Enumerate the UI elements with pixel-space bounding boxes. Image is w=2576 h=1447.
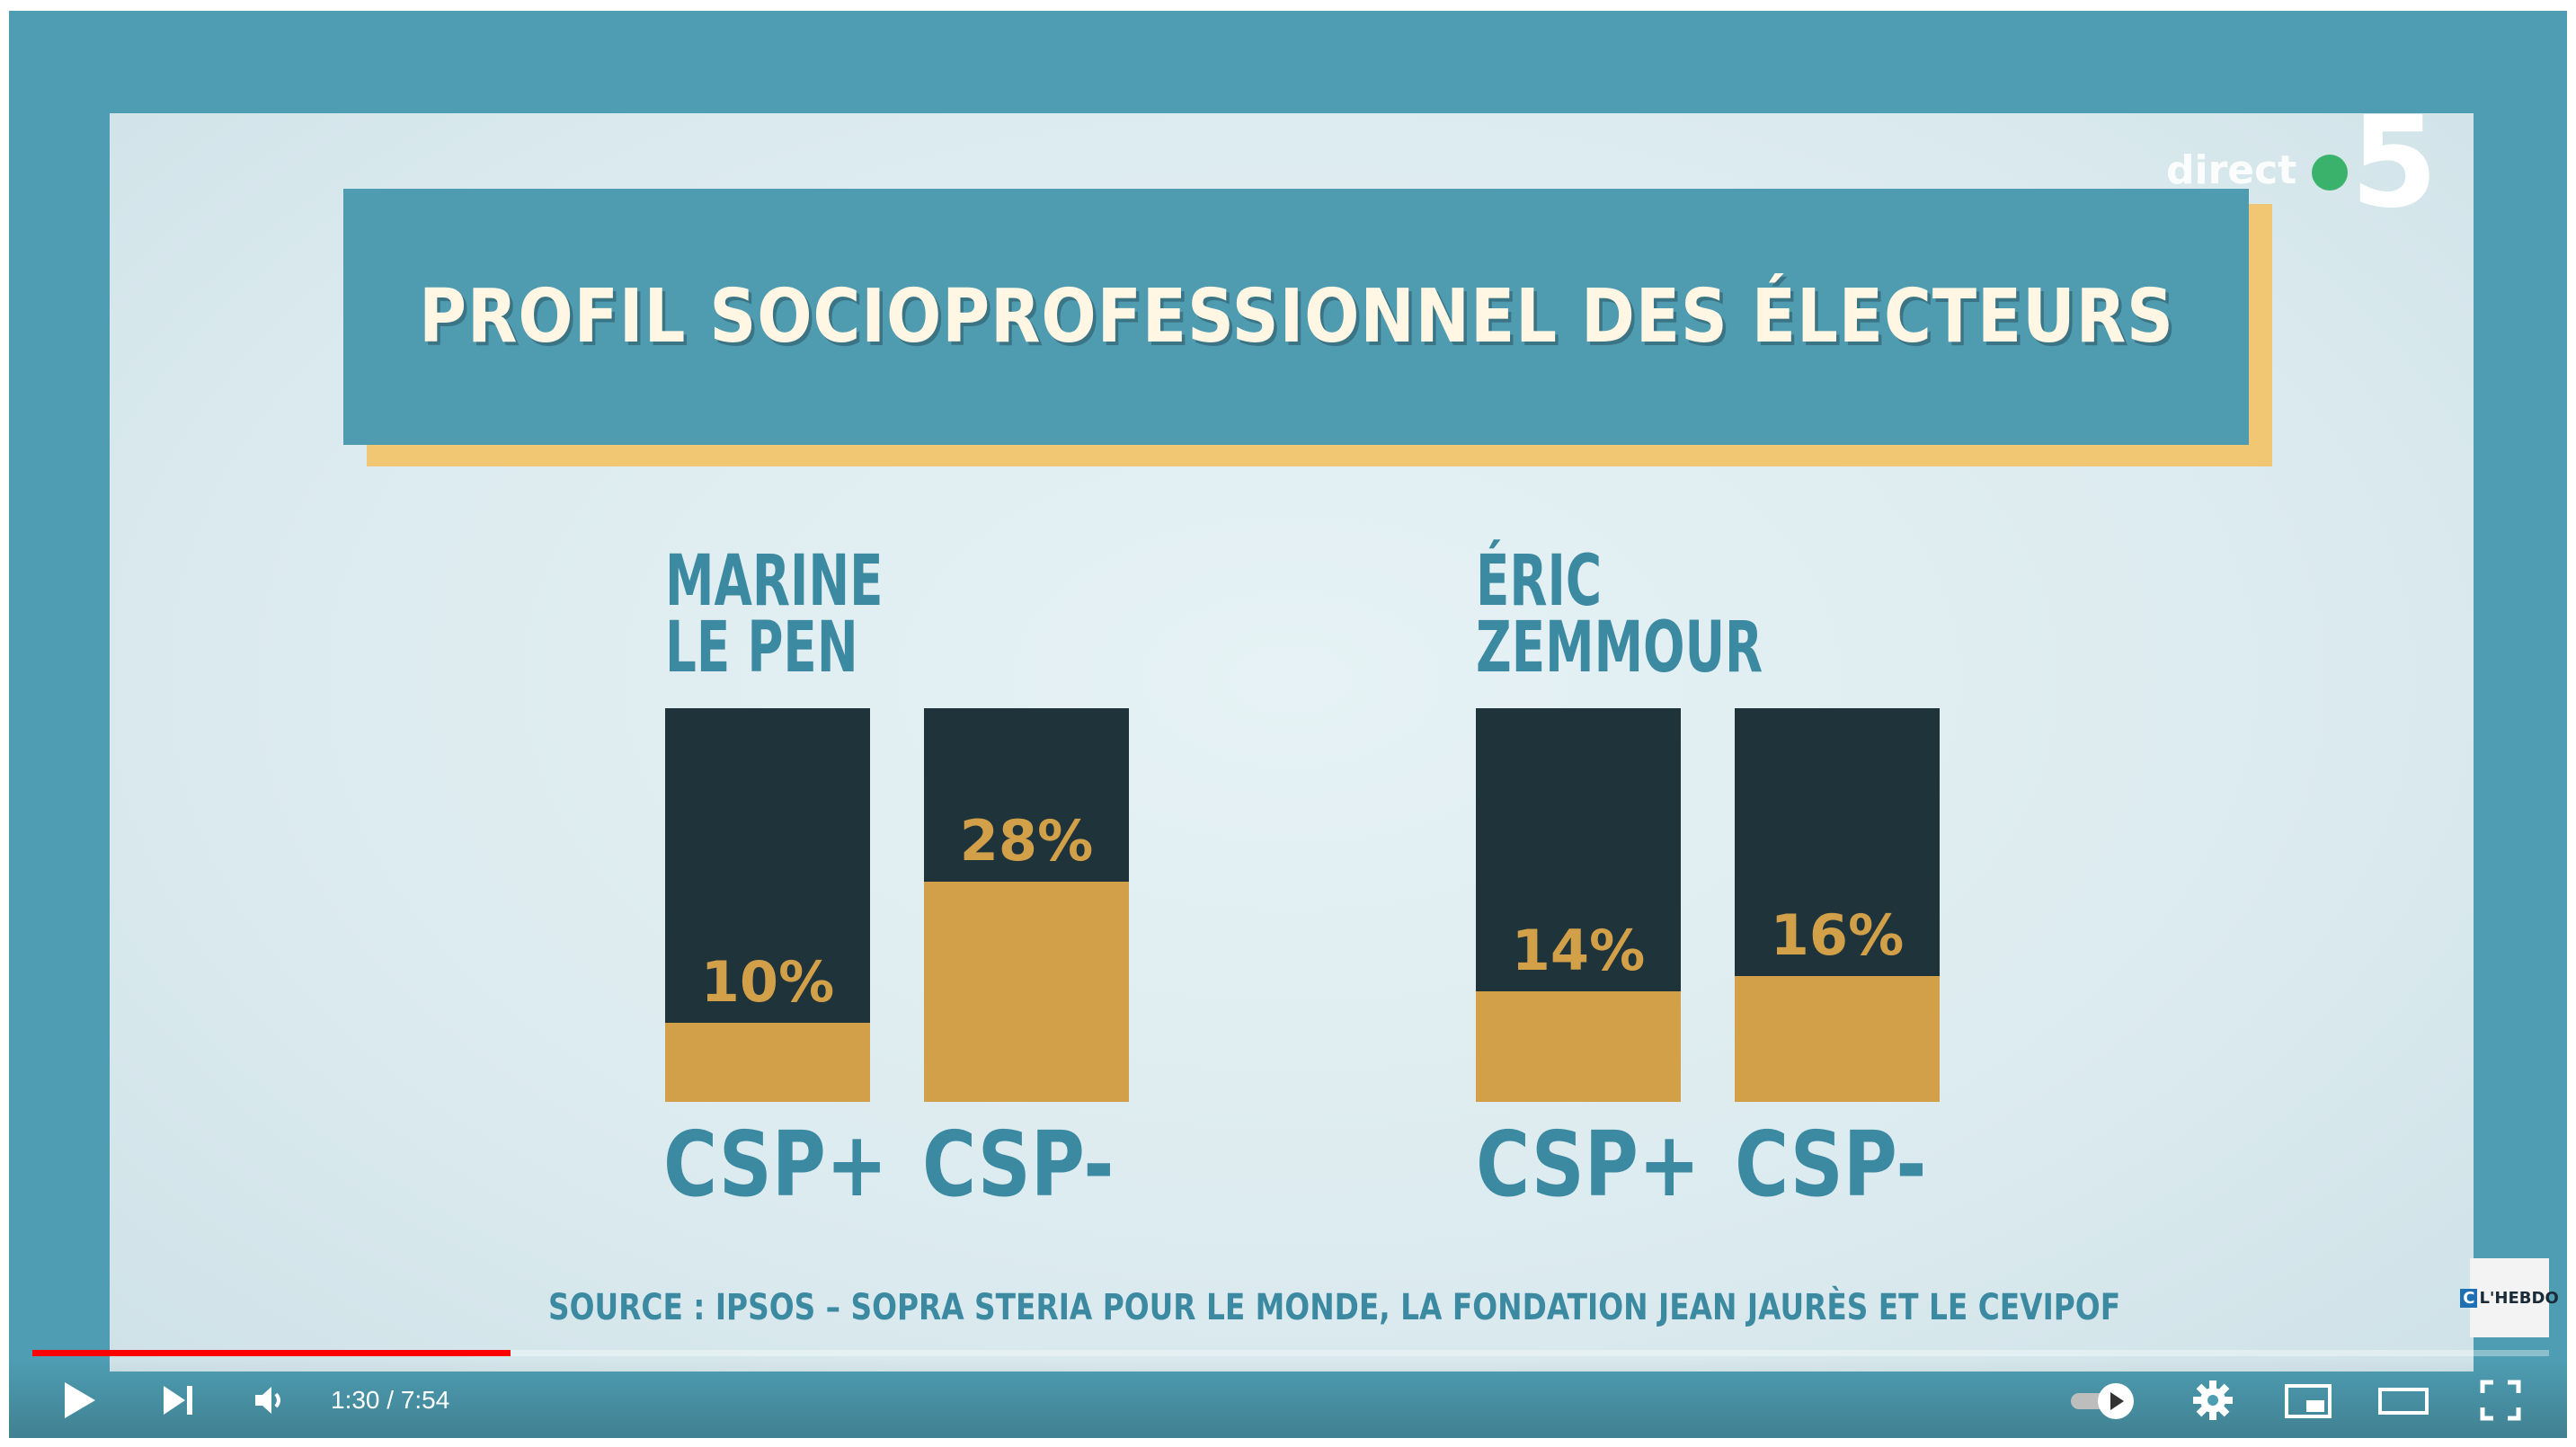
volume-button[interactable] — [250, 1379, 289, 1422]
candidate-name-zemmour: ÉRIC ZEMMOUR — [1476, 541, 1763, 688]
candidate-name-line: LE PEN — [665, 608, 858, 688]
candidate-name-line: ÉRIC — [1476, 541, 1603, 622]
bar-fill — [1476, 991, 1681, 1102]
data-label: 10% — [700, 949, 835, 1015]
bar-fill — [924, 882, 1129, 1102]
autoplay-toggle[interactable] — [2067, 1379, 2143, 1422]
miniplayer-icon — [2285, 1384, 2332, 1418]
channel-number: 5 — [2350, 90, 2438, 236]
miniplayer-button[interactable] — [2283, 1379, 2333, 1422]
bar-zemmour-csp-plus: 14% — [1476, 708, 1681, 1102]
progress-bar[interactable] — [32, 1350, 2549, 1356]
france5-logo: direct 5 — [2166, 101, 2438, 226]
bar-fill — [1735, 976, 1940, 1102]
bar-le-pen-csp-plus: 10% — [665, 708, 870, 1102]
autoplay-toggle-icon — [2071, 1383, 2134, 1419]
candidate-name-le-pen: MARINE LE PEN — [665, 541, 884, 688]
badge-text: L'HEBDO — [2479, 1288, 2559, 1308]
data-label: 16% — [1770, 902, 1905, 968]
source-caption: SOURCE : IPSOS – SOPRA STERIA POUR LE MO… — [548, 1287, 2121, 1328]
badge-c: C — [2460, 1288, 2478, 1308]
fullscreen-button[interactable] — [2479, 1379, 2522, 1422]
settings-gear-icon — [2193, 1380, 2233, 1420]
fullscreen-icon — [2480, 1380, 2521, 1421]
candidate-name-line: ZEMMOUR — [1476, 608, 1763, 688]
candidate-name-line: MARINE — [665, 541, 884, 622]
chart-title: PROFIL SOCIOPROFESSIONNEL DES ÉLECTEURS — [418, 274, 2174, 360]
direct-label: direct — [2166, 147, 2297, 193]
bar-le-pen-csp-minus: 28% — [924, 708, 1129, 1102]
theater-mode-icon — [2378, 1388, 2429, 1415]
title-banner: PROFIL SOCIOPROFESSIONNEL DES ÉLECTEURS — [343, 189, 2249, 445]
time-display: 1:30 / 7:54 — [331, 1386, 450, 1414]
next-icon — [164, 1386, 192, 1415]
settings-button[interactable] — [2191, 1379, 2234, 1422]
lhebdo-badge: C L'HEBDO — [2460, 1258, 2559, 1337]
category-label: CSP+ — [663, 1112, 888, 1217]
data-label: 14% — [1511, 918, 1646, 983]
data-label: 28% — [959, 808, 1094, 874]
player-controls: 1:30 / 7:54 — [9, 1359, 2567, 1438]
live-dot-icon — [2312, 155, 2348, 191]
category-label: CSP- — [1735, 1112, 1927, 1217]
theater-mode-button[interactable] — [2376, 1379, 2430, 1422]
play-icon — [65, 1382, 95, 1418]
bar-zemmour-csp-minus: 16% — [1735, 708, 1940, 1102]
video-player[interactable]: PROFIL SOCIOPROFESSIONNEL DES ÉLECTEURS … — [9, 11, 2567, 1438]
volume-icon — [255, 1387, 280, 1414]
next-button[interactable] — [158, 1379, 198, 1422]
bar-fill — [665, 1023, 870, 1102]
play-button[interactable] — [59, 1379, 99, 1422]
category-label: CSP+ — [1476, 1112, 1701, 1217]
progress-played — [32, 1350, 511, 1356]
category-label: CSP- — [922, 1112, 1115, 1217]
